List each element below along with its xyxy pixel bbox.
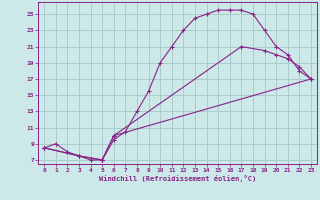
X-axis label: Windchill (Refroidissement éolien,°C): Windchill (Refroidissement éolien,°C) <box>99 175 256 182</box>
